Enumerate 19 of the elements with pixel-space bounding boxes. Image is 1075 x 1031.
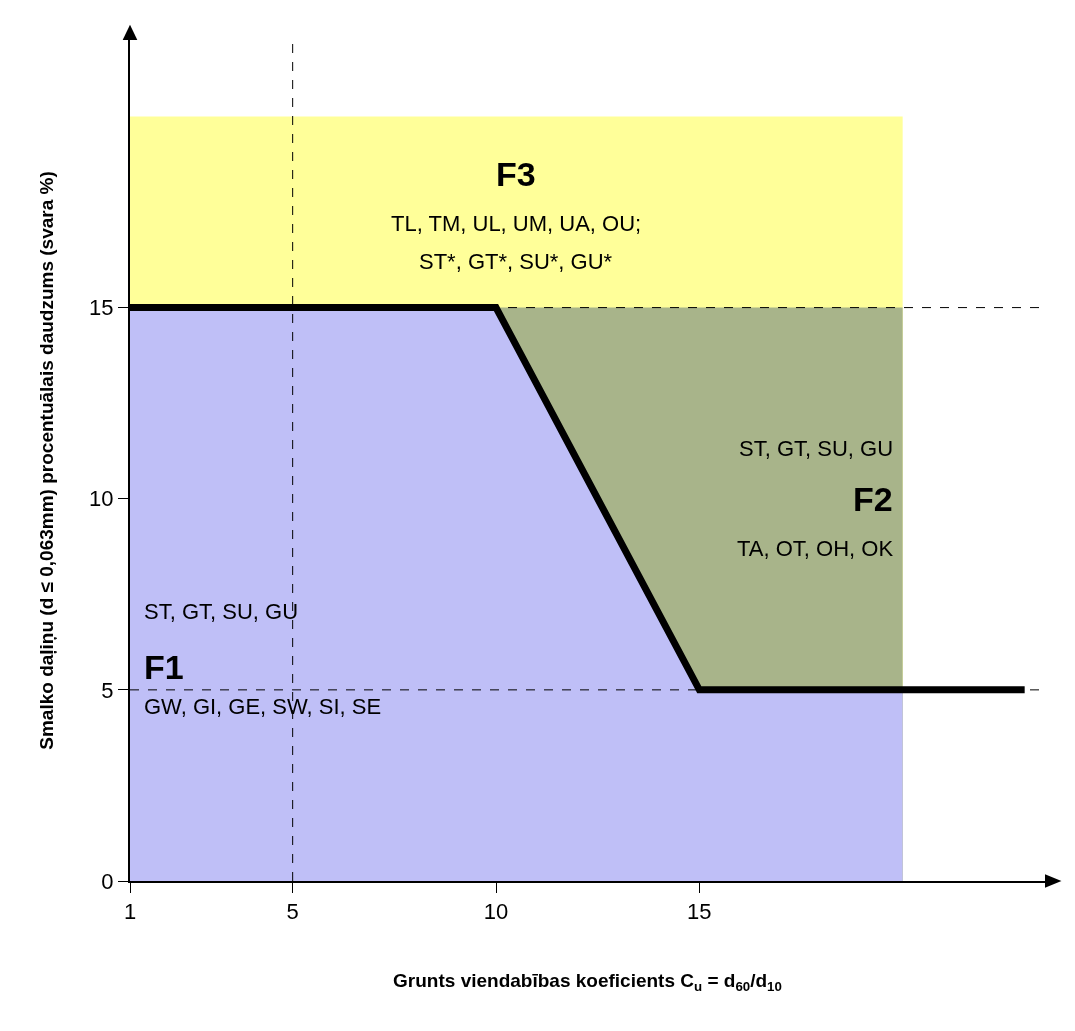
- x-tick-label: 10: [483, 899, 509, 925]
- annotation: TL, TM, UL, UM, UA, OU;: [391, 211, 642, 236]
- annotation: TA, OT, OH, OK: [737, 536, 894, 561]
- annotation: ST, GT, SU, GU: [739, 436, 894, 461]
- y-tick-label: 15: [89, 295, 114, 321]
- y-tick-label: 10: [89, 486, 114, 512]
- y-tick-label: 5: [101, 677, 114, 703]
- series-label: F2: [853, 480, 893, 518]
- series-label: F3: [496, 155, 536, 193]
- series-label: F1: [144, 648, 184, 686]
- x-tick-label: 15: [687, 899, 712, 925]
- annotation: ST*, GT*, SU*, GU*: [419, 249, 613, 274]
- x-tick-label: 5: [286, 899, 299, 925]
- annotation: GW, GI, GE, SW, SI, SE: [144, 694, 382, 719]
- x-tick-label: 1: [123, 899, 137, 925]
- x-axis-title: Grunts viendabības koeficients C$_{u}$ = d$_{60}$/d$_{10}$: [393, 969, 782, 994]
- y-tick-label: 0: [101, 868, 114, 894]
- annotation: ST, GT, SU, GU: [144, 599, 299, 624]
- y-axis-title: Smalko daļiņu (d ≤ 0,063mm) procentuālais daudzums (svara %): [36, 171, 58, 750]
